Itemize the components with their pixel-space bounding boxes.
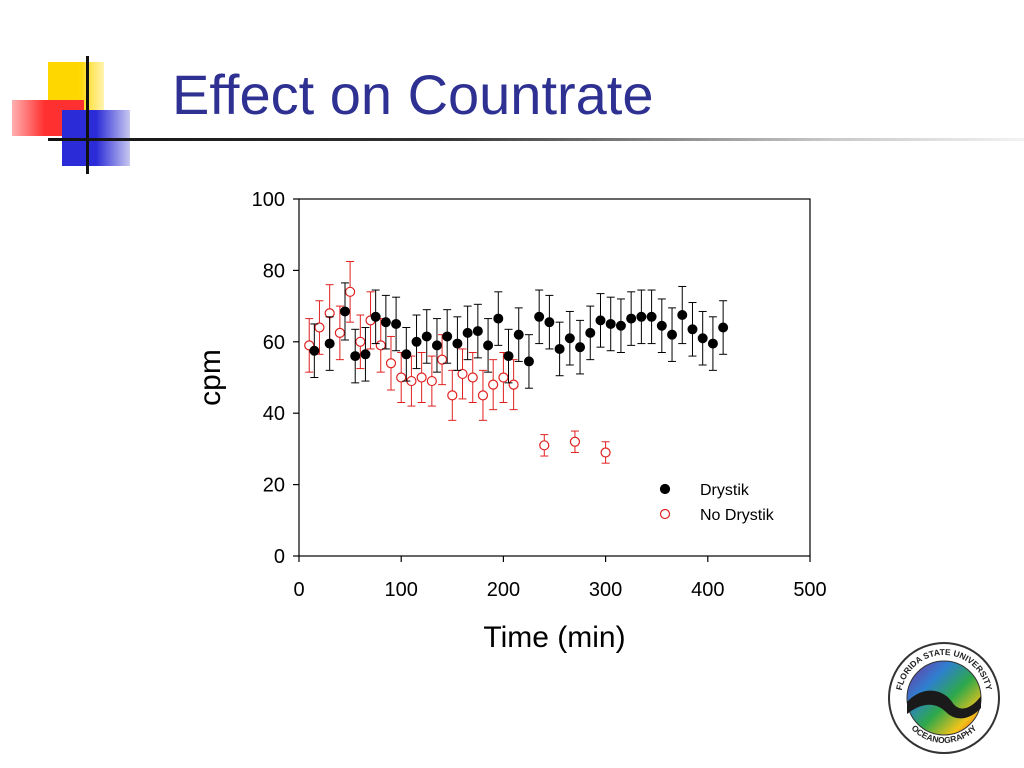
drystik-point (534, 311, 545, 322)
drystik-point (380, 317, 391, 328)
no-drystik-point (436, 354, 448, 365)
legend-marker-drystik (659, 483, 671, 495)
drystik-point (513, 329, 524, 340)
y-tick-label: 100 (252, 189, 285, 211)
no-drystik-point (569, 436, 581, 447)
drystik-point (503, 351, 514, 362)
drystik-point (626, 313, 637, 324)
no-drystik-point (477, 390, 489, 401)
drystik-point (544, 317, 555, 328)
no-drystik-point (334, 327, 345, 338)
drystik-point (309, 345, 320, 356)
plot-frame (298, 198, 811, 557)
drystik-point (585, 327, 596, 338)
no-drystik-point (488, 379, 499, 390)
no-drystik-point (396, 372, 407, 383)
drystik-point (360, 349, 371, 360)
drystik-point (605, 318, 616, 329)
x-tick-label: 200 (487, 579, 520, 601)
no-drystik-point (600, 447, 611, 458)
y-tick-label: 40 (263, 403, 285, 425)
x-tick-label: 0 (293, 579, 304, 601)
drystik-point (595, 315, 606, 326)
drystik-point (442, 331, 453, 342)
x-axis-label: Time (min) (483, 621, 625, 654)
drystik-point (615, 320, 626, 331)
y-tick-label: 80 (263, 260, 285, 282)
no-drystik-point (385, 358, 397, 369)
x-tick-label: 300 (589, 579, 622, 601)
drystik-point (707, 338, 718, 349)
page-title: Effect on Countrate (172, 63, 654, 126)
no-drystik-point (498, 372, 509, 383)
ornament-vertical-line (86, 56, 89, 174)
no-drystik-point (416, 372, 427, 383)
ornament-horizontal-line (48, 138, 1024, 141)
drystik-point (324, 338, 335, 349)
y-tick-label: 0 (274, 546, 285, 568)
drystik-point (391, 318, 402, 329)
fsu-oceanography-logo: FLORIDA STATE UNIVERSITY OCEANOGRAPHY (888, 642, 1000, 754)
drystik-point (350, 351, 361, 362)
drystik-point (339, 306, 350, 317)
x-tick-label: 100 (385, 579, 418, 601)
no-drystik-point (345, 286, 356, 297)
drystik-point (575, 342, 586, 353)
drystik-point (687, 324, 698, 335)
y-tick-label: 20 (263, 475, 285, 497)
no-drystik-point (539, 440, 550, 451)
drystik-point (677, 310, 688, 321)
drystik-point (401, 349, 412, 360)
y-axis-label: cpm (194, 349, 227, 406)
drystik-point (472, 326, 483, 337)
drystik-point (554, 343, 565, 354)
legend-label-drystik: Drystik (700, 482, 750, 499)
x-tick-label: 400 (691, 579, 724, 601)
drystik-point (636, 311, 647, 322)
drystik-point (667, 329, 678, 340)
no-drystik-point (457, 368, 468, 380)
legend-marker-no-drystik (659, 508, 671, 520)
drystik-point (421, 331, 432, 342)
drystik-point (523, 356, 534, 367)
drystik-point (483, 340, 494, 351)
legend-label-no-drystik: No Drystik (700, 507, 775, 524)
drystik-point (431, 340, 442, 351)
y-tick-label: 60 (263, 332, 285, 354)
no-drystik-point (508, 379, 519, 390)
no-drystik-point (355, 336, 366, 347)
no-drystik-point (426, 375, 437, 387)
drystik-point (718, 322, 729, 333)
drystik-point (452, 338, 463, 349)
no-drystik-point (467, 372, 478, 383)
drystik-point (411, 336, 422, 347)
drystik-point (656, 320, 667, 331)
x-tick-label: 500 (793, 579, 826, 601)
logo-wave (907, 690, 981, 719)
no-drystik-point (314, 322, 325, 333)
drystik-point (370, 311, 381, 322)
drystik-point (697, 333, 708, 344)
no-drystik-point (447, 390, 458, 401)
drystik-point (493, 313, 504, 324)
drystik-point (646, 311, 657, 322)
drystik-point (564, 333, 575, 344)
drystik-point (462, 327, 473, 338)
